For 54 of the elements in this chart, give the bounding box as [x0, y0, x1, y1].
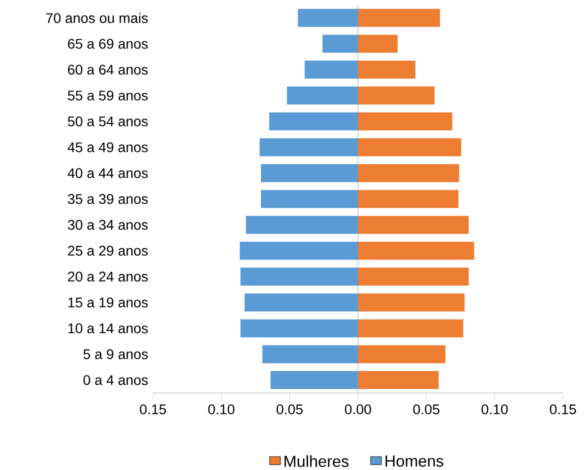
bar — [304, 60, 358, 79]
bar — [358, 34, 398, 53]
x-tick-label: 0.00 — [344, 404, 372, 414]
legend-label: Homens — [386, 456, 444, 467]
bar — [358, 86, 435, 105]
bar — [358, 371, 439, 390]
bar — [286, 86, 358, 105]
y-tick-label: 50 a 54 anos — [68, 116, 148, 126]
bar — [358, 293, 465, 312]
bar — [298, 8, 358, 27]
bar — [358, 164, 460, 182]
y-tick-label: 70 anos ou mais — [46, 12, 148, 24]
y-tick-label: 40 a 44 anos — [68, 168, 148, 178]
bar — [358, 8, 440, 27]
y-tick-label: 20 a 24 anos — [68, 272, 148, 282]
bar — [240, 242, 358, 260]
bar — [246, 216, 358, 234]
bar — [240, 319, 358, 338]
legend-label: Mulheres — [284, 455, 349, 467]
x-tick-label: 0.10 — [482, 404, 508, 414]
x-tick-label: 0.15 — [140, 404, 166, 414]
bar — [358, 138, 462, 156]
bar — [358, 268, 469, 286]
bar — [270, 371, 358, 390]
x-tick-label: 0.10 — [208, 404, 234, 414]
bar — [358, 60, 416, 79]
bar — [269, 112, 358, 130]
y-tick-label: 55 a 59 anos — [68, 90, 148, 100]
bar — [358, 319, 464, 338]
y-tick-label: 45 a 49 anos — [68, 142, 148, 152]
y-tick-label: 15 a 19 anos — [68, 298, 148, 308]
bar — [322, 34, 358, 53]
y-tick-label: 30 a 34 anos — [68, 220, 148, 230]
x-tick-label: 0.15 — [550, 404, 576, 414]
bar — [260, 164, 358, 182]
bar — [240, 268, 358, 286]
x-tick-label: 0.05 — [413, 404, 440, 414]
y-tick-label: 60 a 64 anos — [68, 64, 148, 75]
y-tick-label: 5 a 9 anos — [83, 349, 148, 360]
y-tick-label: 0 a 4 anos — [83, 375, 148, 386]
bar — [260, 138, 358, 156]
bar — [358, 242, 474, 260]
y-tick-label: 65 a 69 anos — [68, 38, 148, 49]
bar — [262, 345, 358, 364]
bar — [358, 112, 452, 130]
y-tick-label: 35 a 39 anos — [68, 194, 148, 204]
y-tick-label: 10 a 14 anos — [68, 323, 148, 334]
y-tick-label: 25 a 29 anos — [68, 246, 148, 256]
bar — [358, 216, 469, 234]
bar — [358, 345, 446, 364]
bar — [358, 190, 458, 208]
bar — [260, 190, 358, 208]
x-tick-label: 0.05 — [276, 404, 303, 414]
bar — [244, 293, 358, 312]
